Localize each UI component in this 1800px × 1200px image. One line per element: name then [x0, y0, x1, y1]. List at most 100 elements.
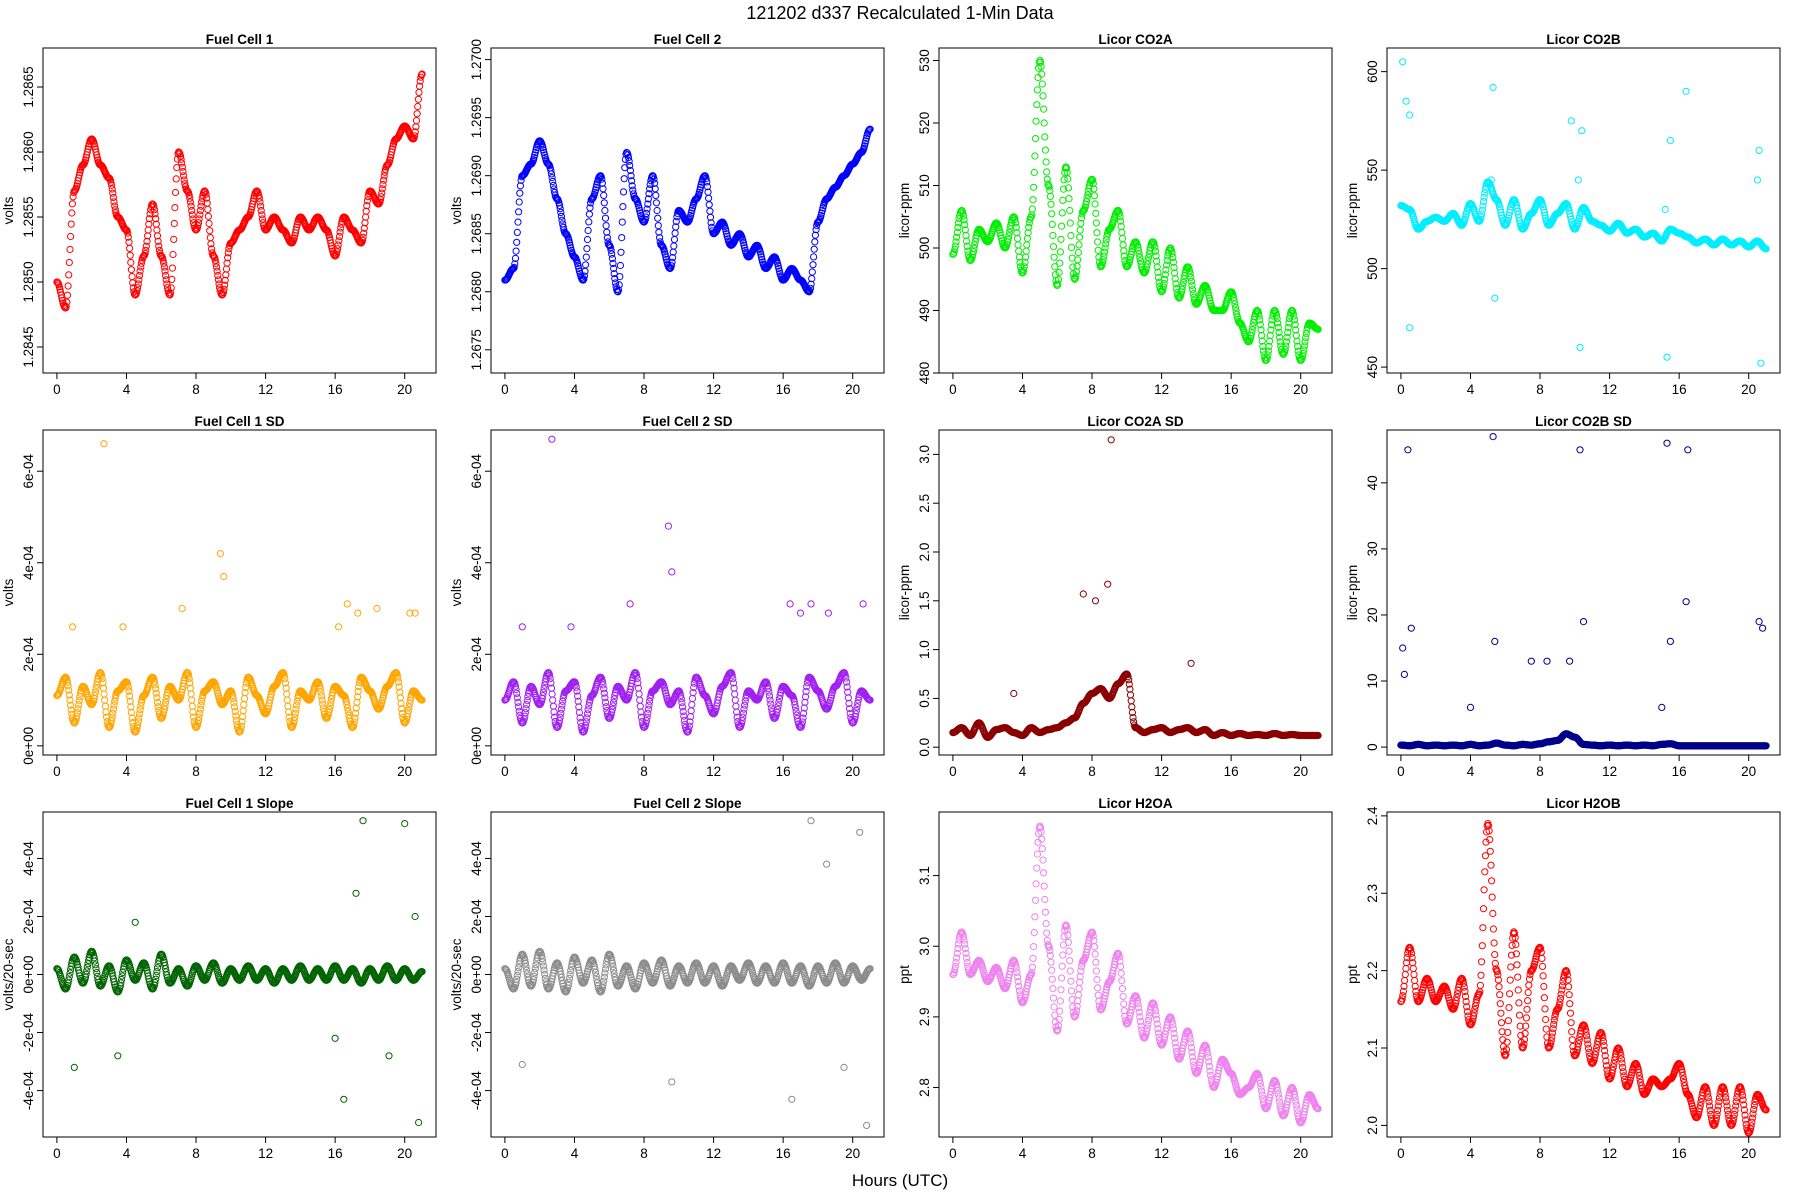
- data-point: [1032, 117, 1040, 125]
- data-point: [1056, 259, 1064, 267]
- plot-frame: [1386, 429, 1781, 756]
- data-point: [240, 701, 248, 709]
- data-point: [258, 215, 267, 223]
- data-point: [1090, 192, 1099, 200]
- data-point: [1153, 257, 1161, 265]
- data-point: [518, 623, 526, 631]
- data-point: [687, 209, 695, 217]
- data-points: [53, 70, 426, 312]
- data-point: [73, 712, 81, 720]
- x-tick-label: 4: [123, 382, 131, 397]
- data-point: [412, 117, 421, 125]
- data-point: [100, 690, 108, 698]
- data-point: [1263, 354, 1271, 362]
- data-point: [705, 201, 713, 209]
- data-point: [739, 239, 748, 247]
- data-point: [818, 206, 826, 215]
- data-point: [1075, 241, 1083, 249]
- data-point: [1056, 248, 1065, 256]
- data-point: [951, 245, 959, 254]
- data-point: [1118, 228, 1126, 236]
- data-point: [64, 682, 72, 690]
- data-point: [722, 227, 730, 235]
- data-point: [1578, 127, 1586, 135]
- data-point: [807, 600, 815, 608]
- data-point: [108, 185, 116, 193]
- data-point: [108, 181, 116, 189]
- data-point: [1059, 185, 1068, 193]
- data-point: [592, 183, 600, 191]
- data-point: [859, 600, 867, 608]
- data-point: [611, 279, 620, 287]
- data-point: [1049, 231, 1057, 240]
- data-point: [153, 698, 162, 707]
- data-point: [1091, 200, 1099, 208]
- data-point: [378, 185, 386, 193]
- data-point: [109, 193, 118, 202]
- data-point: [354, 609, 362, 617]
- data-point: [1023, 235, 1032, 243]
- data-point: [1100, 248, 1109, 256]
- data-point: [196, 705, 204, 713]
- data-point: [1300, 342, 1309, 350]
- data-point: [616, 261, 625, 270]
- data-point: [703, 183, 712, 191]
- data-point: [1254, 309, 1263, 317]
- data-point: [416, 82, 424, 90]
- data-point: [1058, 209, 1066, 217]
- data-point: [969, 248, 978, 256]
- data-point: [154, 237, 162, 245]
- data-point: [514, 218, 522, 226]
- data-point: [1497, 211, 1506, 219]
- data-point: [103, 713, 111, 721]
- figure-title: 121202 d337 Recalculated 1-Min Data: [746, 3, 1054, 23]
- data-point: [1172, 285, 1181, 293]
- data-point: [1092, 219, 1101, 227]
- data-point: [124, 229, 132, 237]
- data-point: [1478, 210, 1486, 218]
- x-axis: 0 4 8 12 16 20: [1397, 373, 1756, 397]
- data-point: [643, 205, 651, 213]
- panel-title: Fuel Cell 1: [206, 32, 274, 47]
- data-point: [153, 694, 161, 702]
- data-point: [1480, 193, 1488, 201]
- data-point: [189, 713, 198, 721]
- data-point: [1259, 347, 1268, 355]
- data-point: [516, 182, 525, 190]
- data-point: [67, 220, 75, 228]
- data-point: [197, 202, 205, 210]
- data-point: [732, 702, 740, 710]
- y-tick-label: 520: [917, 112, 932, 135]
- data-point: [67, 232, 75, 241]
- data-point: [664, 522, 673, 530]
- y-tick-label: 1.2860: [21, 131, 36, 172]
- data-point: [134, 721, 142, 729]
- x-tick-label: 12: [706, 764, 721, 779]
- data-point: [202, 190, 210, 198]
- data-point: [327, 242, 335, 250]
- data-point: [284, 702, 292, 710]
- data-point: [565, 239, 574, 247]
- data-point: [601, 214, 610, 222]
- data-point: [636, 696, 644, 704]
- data-point: [812, 226, 820, 234]
- data-point: [1169, 253, 1177, 261]
- data-point: [1050, 253, 1058, 261]
- data-point: [363, 197, 371, 205]
- data-point: [152, 215, 160, 223]
- data-point: [1567, 215, 1575, 223]
- data-point: [953, 233, 961, 241]
- data-point: [124, 233, 132, 241]
- data-point: [177, 155, 185, 163]
- data-point: [513, 228, 521, 236]
- data-point: [176, 152, 185, 160]
- x-tick-label: 0: [53, 382, 61, 397]
- x-tick-label: 20: [1293, 382, 1308, 397]
- data-point: [618, 234, 626, 242]
- data-point: [1021, 258, 1029, 266]
- data-point: [188, 206, 196, 215]
- data-point: [567, 623, 575, 631]
